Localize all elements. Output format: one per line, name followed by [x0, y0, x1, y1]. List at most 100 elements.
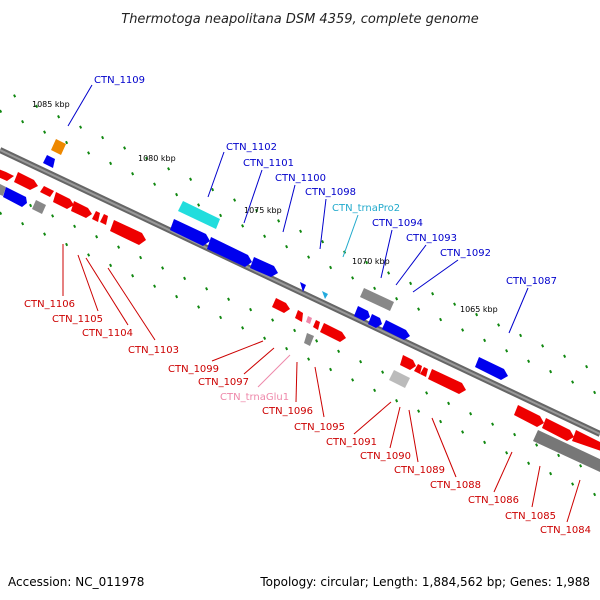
tick-mark: [579, 464, 583, 468]
tick-mark: [337, 349, 341, 354]
gene-feature-1086: [514, 405, 544, 427]
leader-line-ctn-1092: [412, 259, 459, 293]
gene-label-ctn-1109: CTN_1109: [94, 75, 145, 86]
tick-mark: [425, 391, 429, 395]
tick-mark: [153, 182, 157, 186]
tick-mark: [563, 354, 567, 358]
map-title: Thermotoga neapolitana DSM 4359, complet…: [121, 12, 479, 27]
tick-mark: [263, 234, 267, 238]
gene-feature-grey-1094: [360, 288, 394, 311]
gene-label-ctn-1089: CTN_1089: [394, 465, 445, 476]
tick-mark: [189, 177, 193, 181]
gene-feature-1101: [170, 219, 210, 246]
tick-mark: [43, 130, 47, 134]
gene-feature-1088: [428, 369, 466, 394]
gene-label-ctn-1106: CTN_1106: [24, 299, 75, 310]
tick-mark: [439, 317, 443, 322]
tick-mark: [131, 172, 135, 176]
gene-feature-1094: [354, 306, 370, 321]
gene-label-ctn-1103: CTN_1103: [128, 345, 179, 356]
gene-feature-1096: [313, 320, 320, 330]
gene-feature-1109: [43, 155, 55, 168]
tick-mark: [585, 364, 589, 369]
tick-mark: [351, 378, 355, 382]
leader-line-ctn-1085: [531, 465, 541, 508]
tick-mark: [453, 302, 457, 306]
tick-mark: [161, 266, 165, 270]
leader-line-ctn-trnapro2: [342, 214, 359, 258]
gene-label-ctn-1100: CTN_1100: [275, 173, 326, 184]
gene-features: [0, 139, 600, 472]
tick-mark: [293, 328, 297, 333]
gene-feature-1099: [272, 298, 290, 313]
gene-label-ctn-1085: CTN_1085: [505, 511, 556, 522]
gene-feature-1104: [92, 211, 100, 222]
tick-mark: [109, 263, 113, 268]
gene-label-ctn-1102: CTN_1102: [226, 142, 277, 153]
tick-mark: [219, 315, 223, 320]
leader-line-ctn-1105: [77, 254, 99, 312]
gene-feature-1087: [475, 357, 508, 380]
tick-mark: [439, 419, 443, 424]
tick-mark: [483, 440, 487, 445]
leader-line-ctn-1088: [431, 417, 457, 478]
leader-line-ctn-1097: [243, 347, 275, 375]
tick-mark: [255, 208, 259, 213]
leader-line-ctn-1099: [211, 340, 264, 362]
gene-label-ctn-1093: CTN_1093: [406, 233, 457, 244]
tick-mark: [461, 328, 465, 332]
leader-line-ctn-1104: [85, 257, 129, 326]
tick-mark: [395, 399, 399, 403]
tick-mark: [541, 344, 545, 348]
gene-feature-1105: [71, 201, 92, 218]
gene-label-ctn-1096: CTN_1096: [262, 406, 313, 417]
tick-mark: [571, 380, 575, 384]
gene-feature-1093: [368, 314, 382, 328]
label-leader-lines: [62, 84, 581, 523]
tick-mark: [475, 312, 479, 317]
gene-label-ctn-1091: CTN_1091: [326, 437, 377, 448]
scale-label-1085: 1085 kbp: [32, 100, 70, 109]
gene-feature-left-6: [32, 200, 46, 214]
gene-feature-trnapro2b: [322, 291, 328, 299]
tick-mark: [197, 305, 201, 309]
gene-label-ctn-1094: CTN_1094: [372, 218, 423, 229]
gene-label-ctn-1101: CTN_1101: [243, 158, 294, 169]
tick-mark: [197, 203, 201, 207]
leader-line-ctn-1094: [380, 229, 393, 279]
gene-feature-trnaglu1: [306, 316, 312, 324]
tick-mark: [21, 221, 25, 226]
tick-mark: [109, 161, 113, 166]
gene-labels: CTN_1109 CTN_1102 CTN_1101 CTN_1100 CTN_1098…: [24, 75, 591, 536]
tick-mark: [315, 339, 319, 343]
tick-mark: [285, 346, 289, 351]
gene-feature-1104b: [100, 214, 108, 225]
leader-line-ctn-1098: [319, 198, 327, 250]
tick-mark: [263, 336, 267, 340]
gene-label-ctn-trnapro2: CTN_trnaPro2: [332, 203, 400, 214]
tick-mark: [373, 286, 377, 291]
gene-label-ctn-1086: CTN_1086: [468, 495, 519, 506]
gene-feature-left-3: [0, 184, 6, 196]
tick-mark: [483, 338, 487, 343]
gene-feature-1092: [382, 320, 410, 340]
tick-mark: [395, 297, 399, 301]
gene-feature-left-2: [14, 172, 38, 190]
leader-line-ctn-1087: [508, 287, 529, 334]
leader-line-ctn-1084: [566, 479, 581, 523]
tick-mark: [469, 412, 473, 416]
tick-mark: [417, 409, 421, 413]
tick-mark: [505, 349, 509, 353]
tick-mark: [175, 192, 179, 197]
gene-label-ctn-1092: CTN_1092: [440, 248, 491, 259]
leader-line-ctn-1093: [395, 244, 427, 286]
tick-mark: [51, 214, 55, 218]
leader-line-ctn-1103: [107, 267, 156, 341]
gene-feature-1085: [542, 418, 574, 441]
gene-feature-1102: [178, 201, 220, 229]
tick-mark: [535, 443, 539, 447]
scale-label-1075: 1075 kbp: [244, 206, 282, 215]
tick-mark: [431, 292, 435, 296]
tick-mark: [65, 242, 69, 247]
